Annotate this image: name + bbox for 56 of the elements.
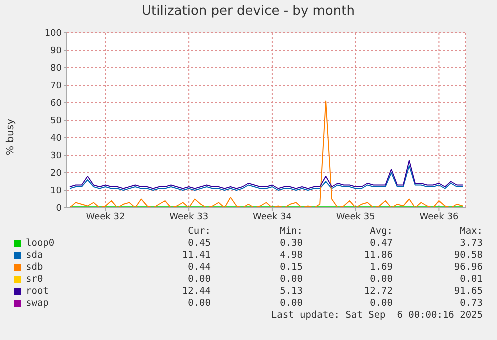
x-tick-label: Week 34 [252,212,292,222]
text: 12.44 [182,286,211,297]
text: 0.01 [460,274,483,285]
text: 0.45 [188,238,211,249]
x-tick-label: Week 32 [86,212,126,222]
legend-label: loop0 [26,238,55,249]
legend-label: sdb [26,262,44,273]
y-tick-label: 70 [50,82,62,92]
text: 0.44 [188,262,211,273]
text: 0.00 [280,298,303,309]
text: 0.00 [188,298,211,309]
text: 11.41 [182,250,211,261]
y-tick-label: 10 [50,186,62,197]
text: 0.15 [280,262,303,273]
y-tick-label: 60 [50,99,62,110]
y-tick-label: 30 [50,152,62,162]
y-tick-label: 50 [50,116,62,127]
legend-label: sr0 [26,274,44,285]
chart-title: Utilization per device - by month [141,4,356,19]
text: 5.13 [280,286,303,297]
text: 4.98 [280,250,303,261]
text: 3.73 [460,238,483,249]
text: 96.96 [454,262,483,273]
text: 0.00 [280,274,303,285]
text: 90.58 [454,250,483,261]
legend-label: root [26,286,49,297]
x-tick-label: Week 33 [170,212,209,222]
text: Min: [280,226,303,237]
y-axis-title: % busy [6,118,16,156]
text: 0.73 [460,298,483,309]
x-tick-label: Week 36 [420,212,459,222]
y-tick-label: 0 [56,204,62,214]
text: 91.65 [454,286,483,297]
text: Avg: [370,226,393,237]
text: 0.00 [370,274,393,285]
text: 0.00 [370,298,393,309]
text: 11.86 [364,250,393,261]
text: Last update: Sat Sep 6 00:00:16 2025 [271,310,483,321]
y-tick-label: 90 [50,46,62,57]
line-series [69,166,464,191]
text: Max: [460,226,483,237]
text: 0.47 [370,238,393,249]
y-tick-label: 20 [50,169,62,180]
legend-label: swap [26,298,49,309]
line-series [69,100,464,208]
text: Cur: [188,226,211,237]
text: 12.72 [364,286,393,297]
y-tick-label: 40 [50,134,62,144]
y-tick-label: 80 [50,64,62,74]
text: 0.30 [280,238,303,249]
x-tick-label: Week 35 [336,212,376,222]
y-tick-label: 100 [44,29,62,40]
legend-label: sda [26,250,44,261]
text: 1.69 [370,262,393,273]
text: 0.00 [188,274,211,285]
line-series [69,160,464,190]
